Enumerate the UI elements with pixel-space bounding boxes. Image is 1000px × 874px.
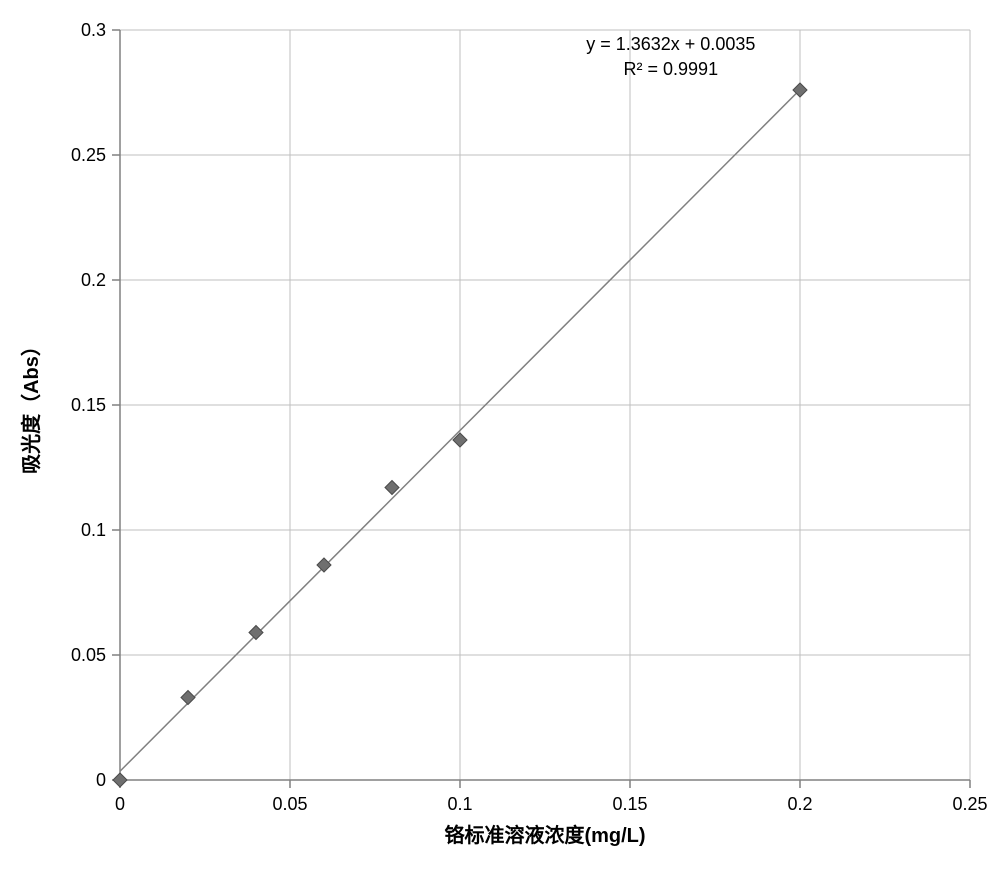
y-axis-title: 吸光度（Abs） <box>19 336 43 474</box>
y-tick-label: 0.25 <box>71 145 106 165</box>
x-tick-label: 0.2 <box>787 794 812 814</box>
x-tick-label: 0 <box>115 794 125 814</box>
data-marker <box>113 773 127 787</box>
data-marker <box>385 481 399 495</box>
x-axis-title: 铬标准溶液浓度(mg/L) <box>444 823 645 847</box>
y-tick-label: 0 <box>96 770 106 790</box>
y-tick-label: 0.15 <box>71 395 106 415</box>
data-marker <box>249 626 263 640</box>
chart-container: 0 0.05 0.1 0.15 0.2 0.25 0 0.05 0.1 0.15 0.2 0.25 0.… <box>0 0 1000 874</box>
y-tick-label: 0.1 <box>81 520 106 540</box>
data-marker <box>317 558 331 572</box>
x-tick-label: 0.1 <box>447 794 472 814</box>
data-marker <box>181 691 195 705</box>
equation-line-1: y = 1.3632x + 0.0035 <box>586 34 755 54</box>
x-tick-label: 0.15 <box>612 794 647 814</box>
x-tick-label: 0.25 <box>952 794 987 814</box>
x-tick-label: 0.05 <box>272 794 307 814</box>
equation-line-2: R² = 0.9991 <box>624 59 719 79</box>
y-tick-label: 0.2 <box>81 270 106 290</box>
y-tick-label: 0.3 <box>81 20 106 40</box>
y-tick-label: 0.05 <box>71 645 106 665</box>
chart-svg: 0 0.05 0.1 0.15 0.2 0.25 0 0.05 0.1 0.15 0.2 0.25 0.… <box>0 0 1000 874</box>
